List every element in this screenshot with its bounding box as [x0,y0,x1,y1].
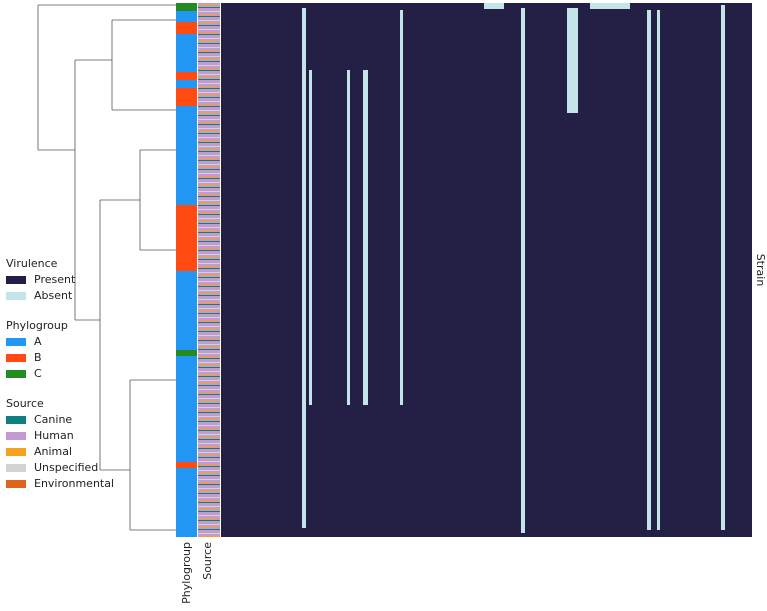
legend-swatch [6,416,26,424]
legend-title: Source [6,397,44,410]
legend-title: Phylogroup [6,319,68,332]
column-label: Source [201,542,214,580]
legend-swatch [6,464,26,472]
legend-label: Canine [34,413,72,426]
legend-swatch [6,276,26,284]
source-column [198,3,220,537]
phylogroup-column [176,3,197,537]
legend-swatch [6,432,26,440]
dendrogram [37,4,176,531]
legend-swatch [6,354,26,362]
legend-label: A [34,335,42,348]
legend-label: Environmental [34,477,114,490]
legend-label: Present [34,273,76,286]
legends: Virulence Present Absent Phylogroup ABC Sourc… [6,257,114,490]
legend-label: Absent [34,289,73,302]
legend-label: Animal [34,445,72,458]
legend-label: C [34,367,42,380]
legend-label: B [34,351,42,364]
row-label: Strain [754,254,767,287]
legend-label: Human [34,429,74,442]
heatmap [221,3,752,537]
legend-swatch [6,448,26,456]
legend-title: Virulence [6,257,58,270]
legend-swatch [6,480,26,488]
legend-swatch [6,292,26,300]
legend-label: Unspecified [34,461,98,474]
column-label: Phylogroup [180,542,193,604]
legend-swatch [6,370,26,378]
legend-swatch [6,338,26,346]
